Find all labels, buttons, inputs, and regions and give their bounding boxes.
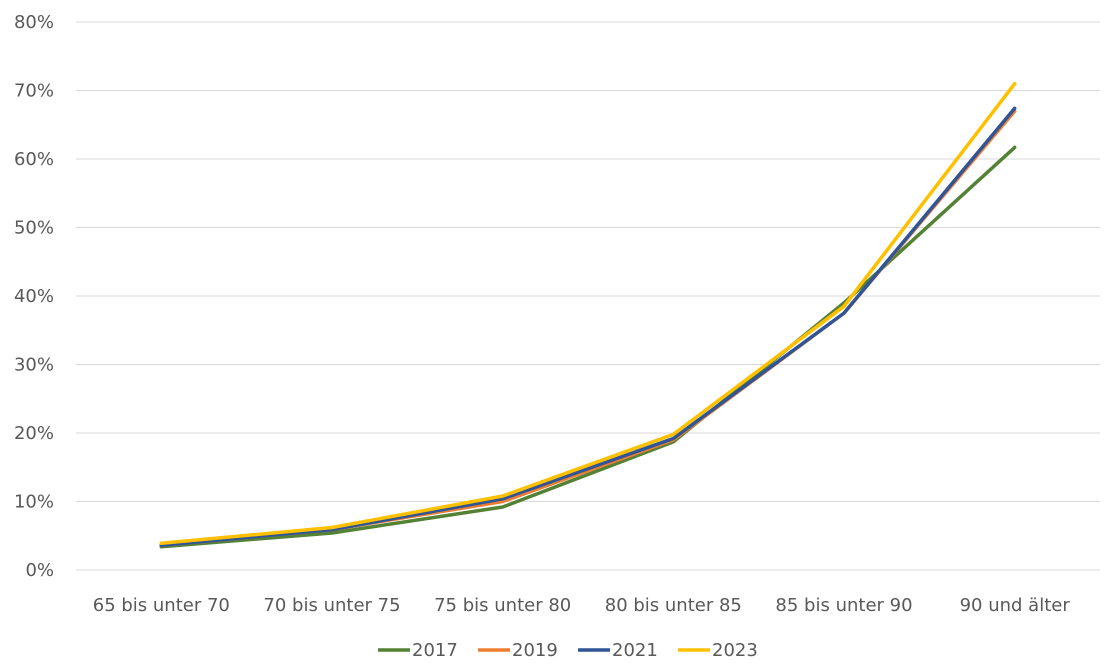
y-tick-label: 0%	[25, 560, 54, 581]
y-tick-label: 80%	[14, 12, 54, 33]
series-line-2019	[159, 109, 1017, 548]
series-lines	[159, 81, 1017, 549]
y-tick-label: 50%	[14, 218, 54, 239]
y-tick-label: 10%	[14, 492, 54, 513]
series-line-2023	[159, 81, 1017, 546]
legend: 2017 2019 2021 2023	[378, 640, 758, 661]
legend-label: 2017	[412, 640, 458, 661]
x-axis-ticks: 65 bis unter 70 70 bis unter 75 75 bis unt…	[93, 595, 1071, 616]
x-tick-label: 75 bis unter 80	[434, 595, 571, 616]
x-tick-label: 85 bis unter 90	[775, 595, 912, 616]
y-tick-label: 60%	[14, 149, 54, 170]
legend-label: 2019	[512, 640, 558, 661]
y-tick-label: 30%	[14, 355, 54, 376]
y-tick-label: 70%	[14, 81, 54, 102]
y-tick-label: 40%	[14, 286, 54, 307]
x-tick-label: 80 bis unter 85	[605, 595, 742, 616]
x-tick-label: 70 bis unter 75	[263, 595, 400, 616]
series-line-2021	[159, 106, 1017, 548]
y-axis-ticks: 0% 10% 20% 30% 40% 50% 60% 70% 80%	[14, 12, 54, 581]
legend-label: 2023	[712, 640, 758, 661]
y-tick-label: 20%	[14, 423, 54, 444]
legend-label: 2021	[612, 640, 658, 661]
x-tick-label: 65 bis unter 70	[93, 595, 230, 616]
series-line-2017	[159, 145, 1017, 549]
x-tick-label: 90 und älter	[960, 595, 1071, 616]
gridlines	[76, 21, 1100, 571]
